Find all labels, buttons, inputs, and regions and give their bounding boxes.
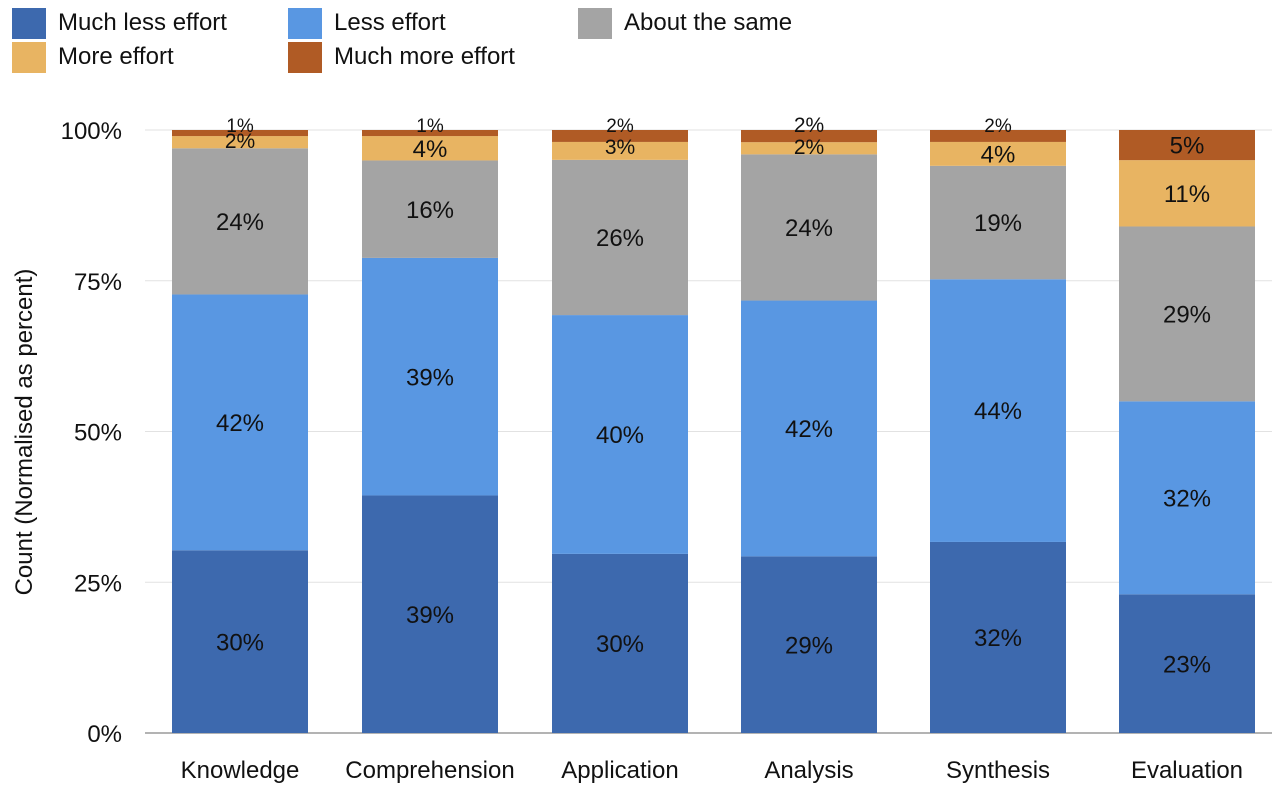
legend: Much less effort Less effort About the s… [12,4,852,74]
bar-segment [172,136,308,149]
data-label: 40% [596,422,644,449]
legend-item-about-the-same: About the same [578,6,792,40]
bar-segment [930,165,1066,280]
legend-label-less-effort: Less effort [334,9,446,36]
data-label: 32% [974,625,1022,652]
legend-item-much-more-effort: Much more effort [288,40,515,74]
data-label: 42% [785,416,833,443]
data-label: 32% [1163,485,1211,512]
data-label: 42% [216,410,264,437]
bar-segment [172,294,308,551]
legend-label-about-the-same: About the same [624,9,793,36]
data-label: 2% [794,136,824,159]
bar-segment [552,130,688,142]
data-label: 3% [605,136,635,159]
data-label: 30% [216,629,264,656]
x-tick-label: Analysis [764,757,853,784]
bar-segment [552,553,688,733]
bar-segment [741,154,877,301]
bar-segment [741,300,877,557]
bar-segment [362,130,498,137]
bar-segment [930,130,1066,142]
bar-segment [172,148,308,295]
bar-segment [741,130,877,143]
x-tick-label: Comprehension [345,757,514,784]
bar-segment [552,141,688,160]
legend-item-much-less-effort: Much less effort [12,6,227,40]
data-label: 26% [596,225,644,252]
legend-item-more-effort: More effort [12,40,174,74]
data-label: 44% [974,398,1022,425]
x-tick-label: Knowledge [181,757,300,784]
bar-segment [552,315,688,554]
bar-segment [172,550,308,733]
data-label: 2% [984,116,1012,137]
bar-segment [741,142,877,155]
x-tick-label: Synthesis [946,757,1050,784]
bar-segment [930,141,1066,166]
data-label: 4% [981,142,1016,169]
y-tick-label: 100% [61,118,122,145]
legend-item-less-effort: Less effort [288,6,446,40]
bar-segment [1119,594,1255,733]
data-label: 2% [606,116,634,137]
y-tick-label: 50% [74,420,122,447]
bar-segment [1119,226,1255,402]
bar-segment [930,541,1066,733]
bar-segment [741,556,877,733]
data-label: 19% [974,210,1022,237]
legend-swatch-less-effort [288,7,322,39]
y-axis: 0% 25% 50% 75% 100% [61,118,122,748]
data-label: 2% [794,114,824,137]
grid-lines [145,129,1272,734]
bar-segment [1119,130,1255,161]
data-label: 29% [1163,302,1211,329]
y-tick-label: 75% [74,269,122,296]
data-label: 16% [406,197,454,224]
y-tick-label: 25% [74,570,122,597]
legend-swatch-more-effort [12,41,46,73]
bar-segment [362,495,498,733]
data-label: 39% [406,602,454,629]
data-label: 23% [1163,651,1211,678]
data-label: 1% [226,116,254,137]
legend-swatch-much-less-effort [12,7,46,39]
y-axis-title: Count (Normalised as percent) [11,269,38,596]
data-label: 2% [225,130,255,153]
x-axis: Knowledge Comprehension Application Analysi… [181,757,1243,784]
bar-segment [362,257,498,496]
bar-segment [1119,160,1255,227]
bar-segment [362,160,498,258]
data-label: 24% [785,215,833,242]
data-label: 30% [596,631,644,658]
bar-segment [172,130,308,137]
legend-label-much-less-effort: Much less effort [58,9,227,36]
legend-swatch-about-the-same [578,7,612,39]
bar-segment [552,159,688,316]
legend-swatch-much-more-effort [288,41,322,73]
data-label: 24% [216,209,264,236]
data-labels: 30%42%24%2%1%39%39%16%4%1%30%40%26%3%2%2… [216,114,1211,678]
x-tick-label: Evaluation [1131,757,1243,784]
legend-label-much-more-effort: Much more effort [334,43,515,70]
data-label: 39% [406,364,454,391]
bar-segment [362,136,498,161]
data-label: 4% [413,136,448,163]
bar-segment [930,279,1066,542]
data-label: 5% [1170,133,1205,160]
data-label: 11% [1164,181,1210,208]
data-label: 1% [416,116,444,137]
bar-segment [1119,401,1255,595]
y-tick-label: 0% [87,721,122,748]
bars [172,130,1255,733]
data-label: 29% [785,632,833,659]
x-tick-label: Application [561,757,678,784]
legend-label-more-effort: More effort [58,43,174,70]
